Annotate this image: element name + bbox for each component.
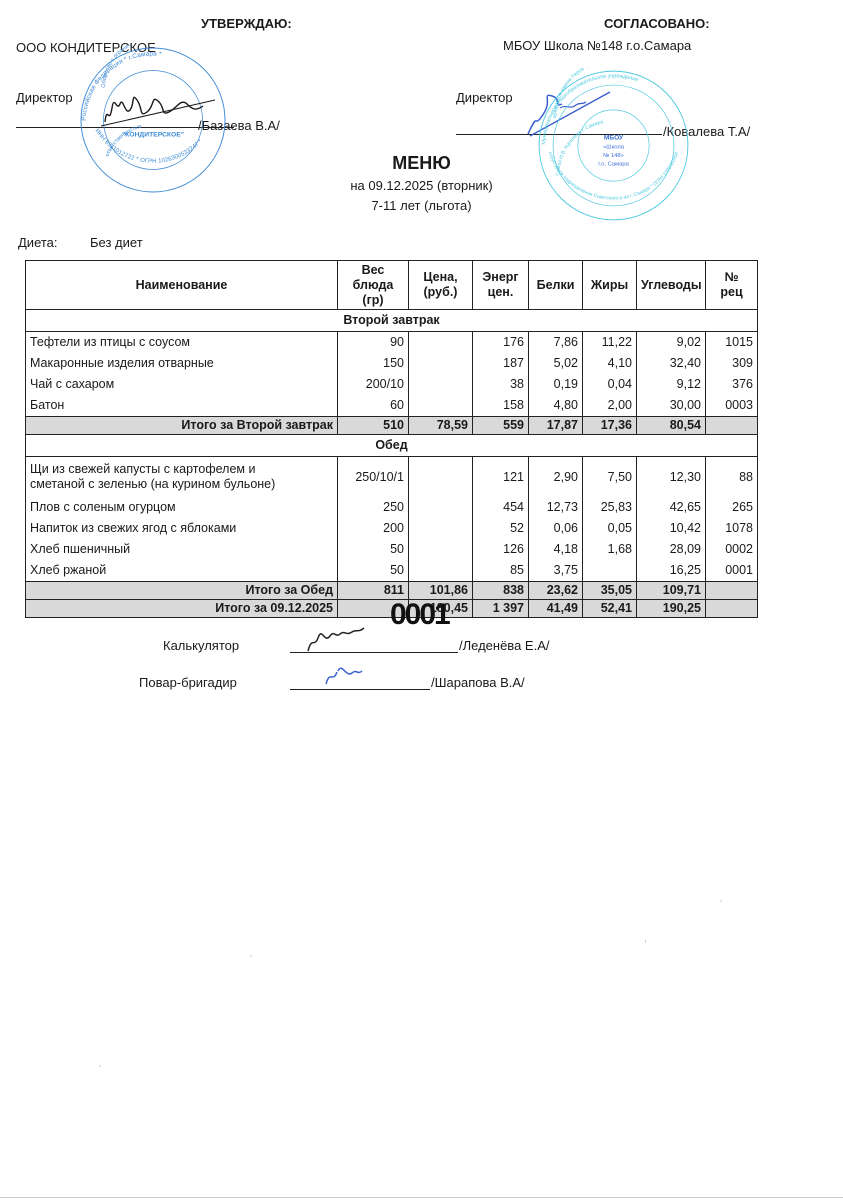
svg-text:"КОНДИТЕРСКОЕ": "КОНДИТЕРСКОЕ"	[122, 132, 184, 139]
svg-text:«Школа: «Школа	[603, 145, 625, 151]
svg-text:МБОУ: МБОУ	[604, 134, 624, 141]
